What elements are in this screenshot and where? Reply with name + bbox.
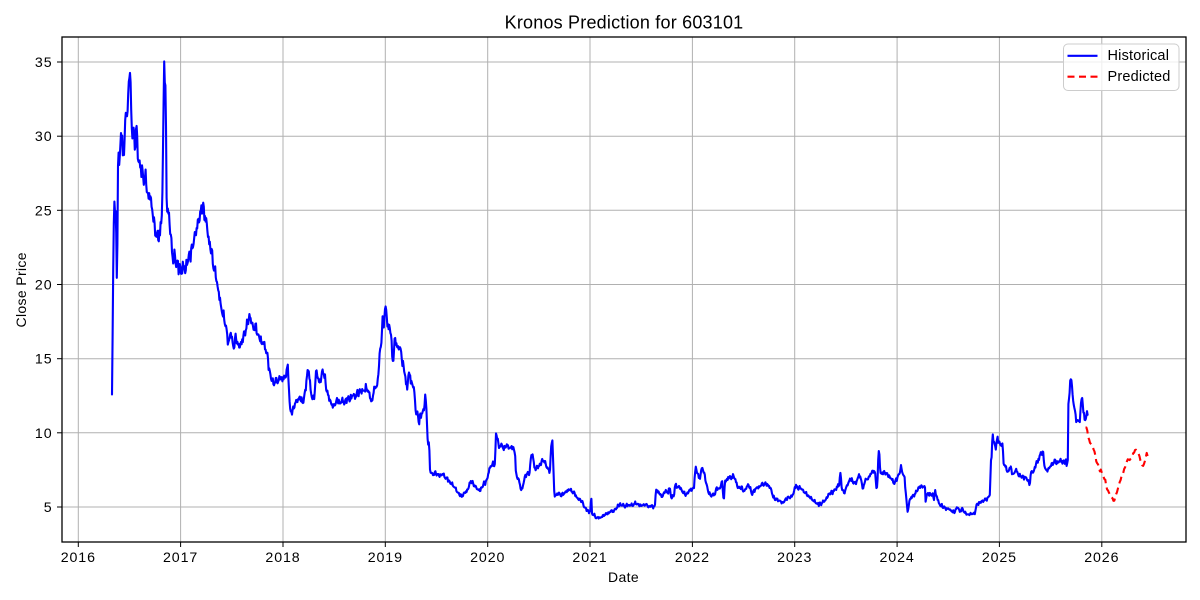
- svg-text:10: 10: [35, 426, 53, 442]
- svg-text:Date: Date: [608, 569, 639, 585]
- svg-text:2022: 2022: [675, 550, 710, 566]
- svg-text:35: 35: [35, 55, 53, 71]
- svg-text:2016: 2016: [61, 550, 96, 566]
- svg-text:Predicted: Predicted: [1108, 69, 1171, 85]
- svg-text:2025: 2025: [982, 550, 1017, 566]
- svg-text:2019: 2019: [368, 550, 403, 566]
- svg-text:2020: 2020: [470, 550, 505, 566]
- svg-text:2017: 2017: [163, 550, 198, 566]
- svg-text:25: 25: [35, 203, 53, 219]
- svg-text:30: 30: [35, 129, 53, 145]
- svg-text:2024: 2024: [880, 550, 915, 566]
- svg-text:15: 15: [35, 352, 53, 368]
- svg-text:2026: 2026: [1084, 550, 1119, 566]
- svg-text:2023: 2023: [777, 550, 812, 566]
- svg-text:5: 5: [44, 500, 53, 516]
- svg-text:Kronos Prediction for 603101: Kronos Prediction for 603101: [505, 13, 744, 33]
- svg-text:Close Price: Close Price: [13, 252, 29, 327]
- svg-text:20: 20: [35, 278, 53, 294]
- svg-text:2021: 2021: [572, 550, 607, 566]
- svg-text:Historical: Historical: [1108, 48, 1170, 64]
- svg-text:2018: 2018: [265, 550, 300, 566]
